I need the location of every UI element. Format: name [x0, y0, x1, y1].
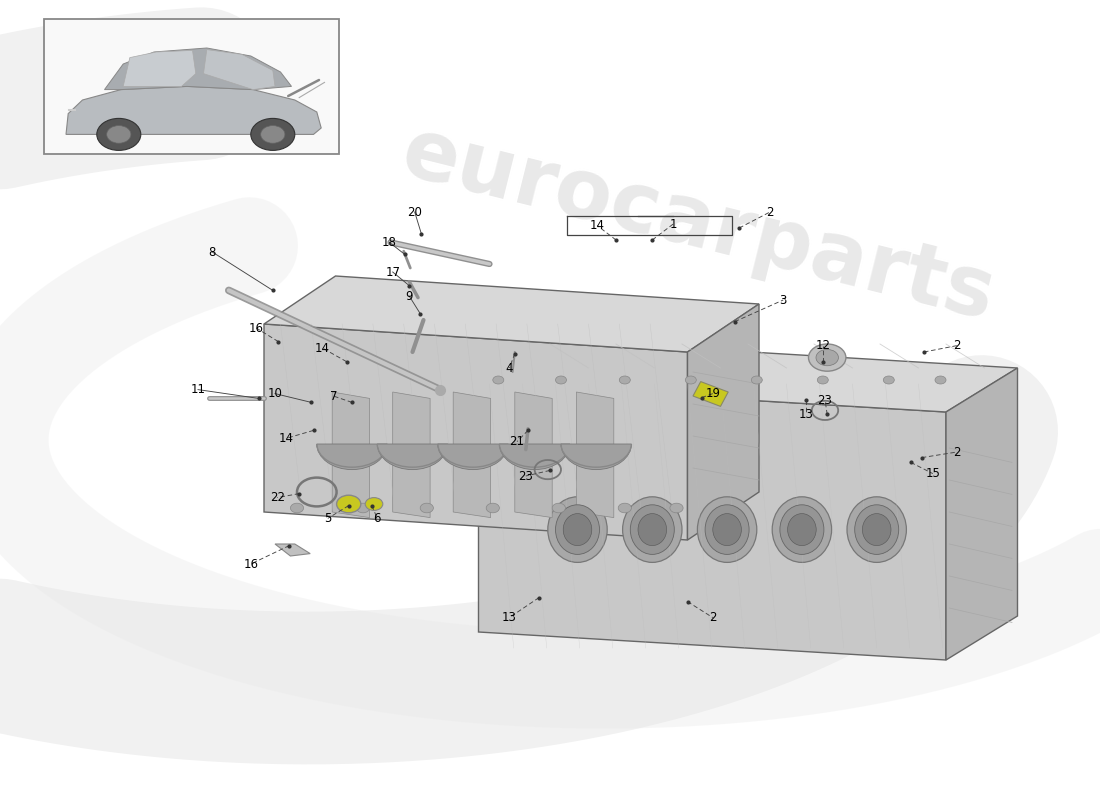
Text: 22: 22: [270, 491, 285, 504]
Text: 5: 5: [324, 512, 331, 525]
Text: 16: 16: [249, 322, 264, 334]
Text: 9: 9: [406, 290, 412, 302]
Ellipse shape: [713, 514, 741, 546]
Ellipse shape: [563, 514, 592, 546]
Ellipse shape: [556, 505, 600, 554]
Circle shape: [556, 376, 566, 384]
Text: a passion for parts since 1985: a passion for parts since 1985: [469, 282, 840, 398]
Bar: [44, 19, 339, 154]
Ellipse shape: [862, 514, 891, 546]
Ellipse shape: [548, 497, 607, 562]
Polygon shape: [264, 324, 688, 540]
Text: 23: 23: [817, 394, 833, 406]
Polygon shape: [66, 86, 321, 134]
Circle shape: [261, 126, 285, 143]
Circle shape: [619, 376, 630, 384]
Text: 13: 13: [502, 611, 517, 624]
Text: 14: 14: [278, 432, 294, 445]
Wedge shape: [561, 444, 631, 470]
Ellipse shape: [705, 505, 749, 554]
Text: 14: 14: [315, 342, 330, 354]
Circle shape: [107, 126, 131, 143]
Ellipse shape: [780, 505, 824, 554]
Circle shape: [97, 118, 141, 150]
Circle shape: [751, 376, 762, 384]
Polygon shape: [275, 544, 310, 556]
Ellipse shape: [697, 497, 757, 562]
Polygon shape: [478, 340, 1018, 412]
Polygon shape: [576, 392, 614, 518]
Circle shape: [486, 503, 499, 513]
Polygon shape: [104, 48, 292, 90]
Wedge shape: [499, 444, 570, 470]
Text: 6: 6: [374, 512, 381, 525]
Text: 20: 20: [407, 206, 422, 218]
Circle shape: [685, 376, 696, 384]
Circle shape: [290, 503, 304, 513]
Polygon shape: [946, 368, 1018, 660]
Text: 13: 13: [799, 408, 814, 421]
Polygon shape: [393, 392, 430, 518]
Circle shape: [337, 495, 361, 513]
Text: 19: 19: [705, 387, 720, 400]
Text: 4: 4: [506, 362, 513, 374]
Text: 11: 11: [190, 383, 206, 396]
Wedge shape: [438, 444, 508, 470]
Text: 23: 23: [518, 470, 534, 482]
Circle shape: [883, 376, 894, 384]
Text: 17: 17: [385, 266, 400, 278]
Ellipse shape: [847, 497, 906, 562]
Polygon shape: [123, 50, 196, 86]
Circle shape: [670, 503, 683, 513]
Ellipse shape: [630, 505, 674, 554]
Text: 18: 18: [382, 236, 397, 249]
Circle shape: [552, 503, 565, 513]
Text: 10: 10: [267, 387, 283, 400]
Polygon shape: [515, 392, 552, 518]
Text: 3: 3: [780, 294, 786, 306]
Polygon shape: [204, 50, 275, 90]
Text: 1: 1: [670, 218, 676, 230]
Circle shape: [935, 376, 946, 384]
Text: 2: 2: [954, 446, 960, 458]
Polygon shape: [693, 382, 728, 406]
Polygon shape: [688, 304, 759, 540]
Text: eurocarparts: eurocarparts: [394, 111, 1003, 337]
Ellipse shape: [772, 497, 832, 562]
Text: 2: 2: [954, 339, 960, 352]
Text: 8: 8: [209, 246, 216, 258]
Text: 12: 12: [815, 339, 830, 352]
Circle shape: [420, 503, 433, 513]
Polygon shape: [453, 392, 491, 518]
Ellipse shape: [855, 505, 899, 554]
Wedge shape: [377, 444, 448, 470]
Circle shape: [618, 503, 631, 513]
Circle shape: [817, 376, 828, 384]
Text: 2: 2: [767, 206, 773, 218]
Ellipse shape: [788, 514, 816, 546]
Text: 21: 21: [509, 435, 525, 448]
Circle shape: [493, 376, 504, 384]
Wedge shape: [317, 444, 387, 470]
Polygon shape: [478, 384, 946, 660]
Circle shape: [356, 503, 370, 513]
Circle shape: [251, 118, 295, 150]
Text: 16: 16: [243, 558, 258, 570]
Circle shape: [816, 350, 838, 366]
Polygon shape: [332, 392, 370, 518]
Text: 2: 2: [710, 611, 716, 624]
Ellipse shape: [623, 497, 682, 562]
Polygon shape: [264, 276, 759, 352]
Text: 14: 14: [590, 219, 605, 232]
Text: 7: 7: [330, 390, 337, 402]
Text: 15: 15: [925, 467, 940, 480]
Circle shape: [365, 498, 383, 510]
Ellipse shape: [638, 514, 667, 546]
Circle shape: [808, 344, 846, 371]
